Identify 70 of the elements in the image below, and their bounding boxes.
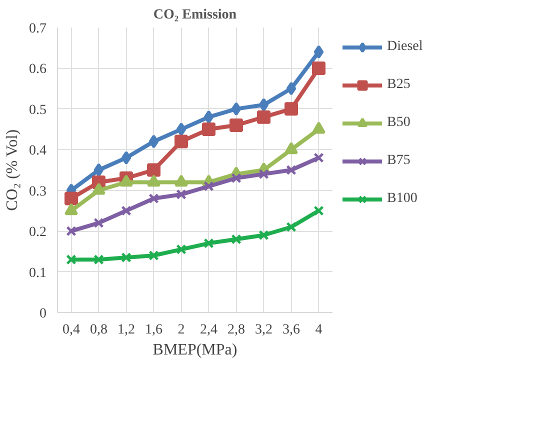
point: [284, 102, 298, 116]
point: [312, 61, 326, 75]
point: [64, 203, 78, 216]
point: [121, 151, 132, 165]
y-tick-label: 0.4: [29, 144, 46, 159]
point: [121, 252, 132, 263]
point: [148, 250, 159, 261]
point: [314, 152, 324, 163]
y-tick-label: 0.5: [29, 102, 46, 118]
y-tick-label: 0.1: [29, 266, 46, 281]
point: [94, 254, 104, 265]
y-axis-title: CO₂ (% Vol): [4, 129, 21, 211]
point: [120, 174, 133, 187]
y-tick-label: 0.3: [29, 184, 46, 200]
point: [286, 164, 296, 176]
legend-label: Diesel: [387, 39, 423, 55]
chart-title: CO₂ Emission: [153, 8, 237, 22]
point: [66, 226, 76, 236]
point: [258, 98, 269, 112]
legend-label: B25: [387, 77, 410, 93]
point: [148, 193, 159, 204]
x-tick-label: 2: [178, 322, 185, 338]
x-tick-label: 1,6: [145, 322, 162, 338]
point: [147, 163, 160, 177]
x-tick-label: 1,2: [118, 322, 135, 338]
point: [94, 218, 104, 228]
y-tick-label: 0: [40, 306, 46, 322]
point: [176, 244, 186, 255]
point: [204, 110, 214, 124]
x-tick-label: 4: [315, 322, 322, 338]
point: [231, 234, 242, 244]
point: [314, 206, 324, 216]
point: [92, 182, 106, 195]
legend-label: B50: [387, 115, 410, 131]
y-tick-label: 0.2: [29, 225, 46, 240]
point: [121, 206, 132, 216]
point: [94, 163, 104, 177]
point: [314, 45, 324, 59]
point: [64, 192, 78, 206]
point: [147, 174, 160, 187]
x-tick-label: 0,4: [62, 322, 80, 338]
point: [176, 122, 186, 136]
x-tick-label: 2,4: [200, 322, 218, 338]
point: [66, 254, 76, 265]
point: [231, 173, 242, 184]
point: [204, 238, 214, 248]
point: [312, 122, 326, 134]
point: [204, 181, 214, 192]
y-tick-label: 0.6: [29, 62, 46, 78]
legend-label: B75: [387, 153, 410, 169]
point: [231, 102, 242, 116]
point: [176, 189, 186, 200]
point: [148, 134, 159, 148]
point: [230, 118, 243, 132]
x-axis-title: BMEP(MPa): [152, 342, 238, 358]
x-tick-label: 3,2: [255, 322, 272, 338]
legend-label: B100: [387, 191, 418, 207]
x-tick-label: 3,6: [282, 322, 300, 338]
x-tick-label: 0,8: [90, 322, 108, 338]
point: [174, 134, 188, 148]
point: [286, 82, 296, 96]
x-tick-label: 2,8: [228, 322, 245, 338]
point: [174, 174, 188, 187]
point: [284, 142, 298, 154]
point: [258, 168, 269, 180]
point: [202, 122, 216, 136]
point: [258, 230, 269, 240]
point: [257, 110, 270, 124]
point: [286, 222, 296, 232]
y-tick-label: 0.7: [29, 22, 46, 36]
